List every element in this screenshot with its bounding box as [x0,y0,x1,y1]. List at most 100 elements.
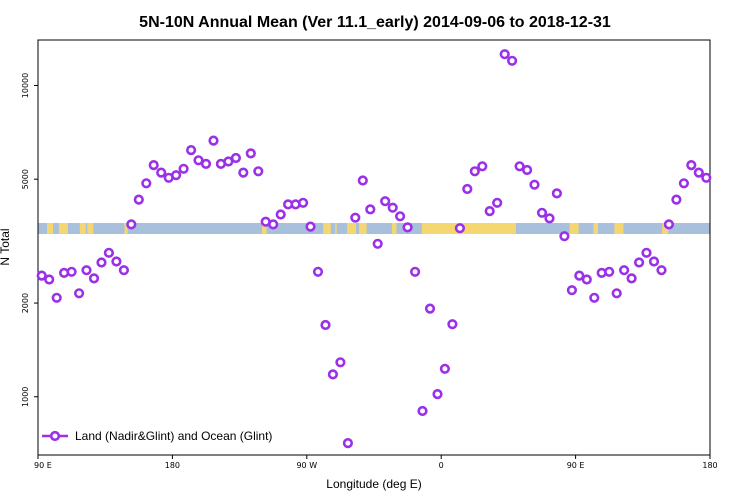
data-point [230,152,241,164]
map-land-patch [347,223,357,234]
data-point [268,219,279,230]
data-point [88,273,100,284]
data-point [357,175,368,186]
data-point [499,49,510,60]
data-point [506,55,518,66]
x-tick-label: 180 [702,461,717,470]
data-point [589,292,600,303]
data-point [238,167,249,178]
y-tick-label: 5000 [21,169,30,189]
map-land-patch [359,223,367,234]
data-point [574,270,585,281]
data-point [626,273,637,284]
data-point [133,194,144,205]
data-point [484,206,495,217]
data-point [454,223,466,234]
data-point [477,161,488,172]
data-point [81,265,92,276]
data-point [633,257,645,268]
data-point [208,135,219,146]
data-point [521,164,533,176]
data-point [701,172,712,183]
data-point [118,265,129,276]
map-land-patch [662,223,669,234]
data-point [611,288,622,299]
data-point [663,219,675,230]
plot-frame [37,39,711,456]
data-point [200,158,212,169]
data-point [462,183,473,195]
data-point [395,211,406,222]
map-land-patch [569,223,579,234]
data-point [529,179,540,190]
data-point [387,202,398,213]
data-point [51,292,62,303]
map-land-patch [421,223,516,234]
data-point [320,319,331,331]
data-points [36,49,712,449]
data-point [693,167,704,178]
data-point [111,256,122,267]
map-land-patch [593,223,598,234]
chart-title: 5N-10N Annual Mean (Ver 11.1_early) 2014… [139,14,611,31]
data-point [648,256,660,267]
map-land-patch [614,223,624,234]
data-point [141,178,152,189]
map-land-patch [391,223,397,234]
data-point [380,196,391,207]
data-point [424,303,436,314]
x-axis-label: Longitude (deg E) [326,477,421,491]
data-point [66,266,77,277]
x-tick-label: 0 [439,461,444,470]
data-point [514,161,525,172]
data-point [327,369,339,380]
data-point [350,212,361,223]
data-point [551,188,563,199]
data-point [402,222,413,233]
legend-marker [49,430,61,442]
data-point [36,270,47,281]
map-band [38,223,710,234]
map-land-patch [323,223,331,234]
data-point [686,160,697,171]
data-point [566,285,578,296]
x-tick-label: 90 E [34,461,52,470]
map-land-patch [124,223,128,234]
data-point [335,357,346,368]
data-point [245,148,256,159]
y-tick-label: 10000 [21,73,30,98]
data-point [253,166,264,177]
map-land-patch [87,223,94,234]
x-tick-label: 90 W [296,461,317,470]
data-point [275,209,286,220]
data-point [312,266,324,277]
data-point [536,207,548,218]
data-point [103,247,114,258]
map-land-patch [335,223,337,234]
map-land-patch [47,223,53,234]
data-point [417,405,428,417]
map-ocean-band [38,223,710,234]
data-point [439,363,451,374]
map-land-patch [79,223,86,234]
data-point [618,265,630,276]
data-point [671,194,682,205]
x-axis-ticks: 90 E 180 90 W 0 90 E 180 [34,455,718,470]
data-point [148,160,159,171]
data-point [171,170,182,181]
data-point [305,221,316,232]
data-point [641,247,652,258]
data-point [678,178,690,189]
data-point [186,145,197,156]
data-point [469,166,480,177]
data-point [447,319,458,330]
x-tick-label: 90 E [567,461,585,470]
y-tick-label: 2000 [21,293,30,313]
y-axis-label: N Total [0,228,12,265]
x-tick-label: 180 [165,461,180,470]
legend-label: Land (Nadir&Glint) and Ocean (Glint) [75,429,272,443]
data-point [156,167,167,178]
y-axis-ticks: 1000 2000 5000 10000 [21,73,38,407]
data-point [410,266,421,277]
